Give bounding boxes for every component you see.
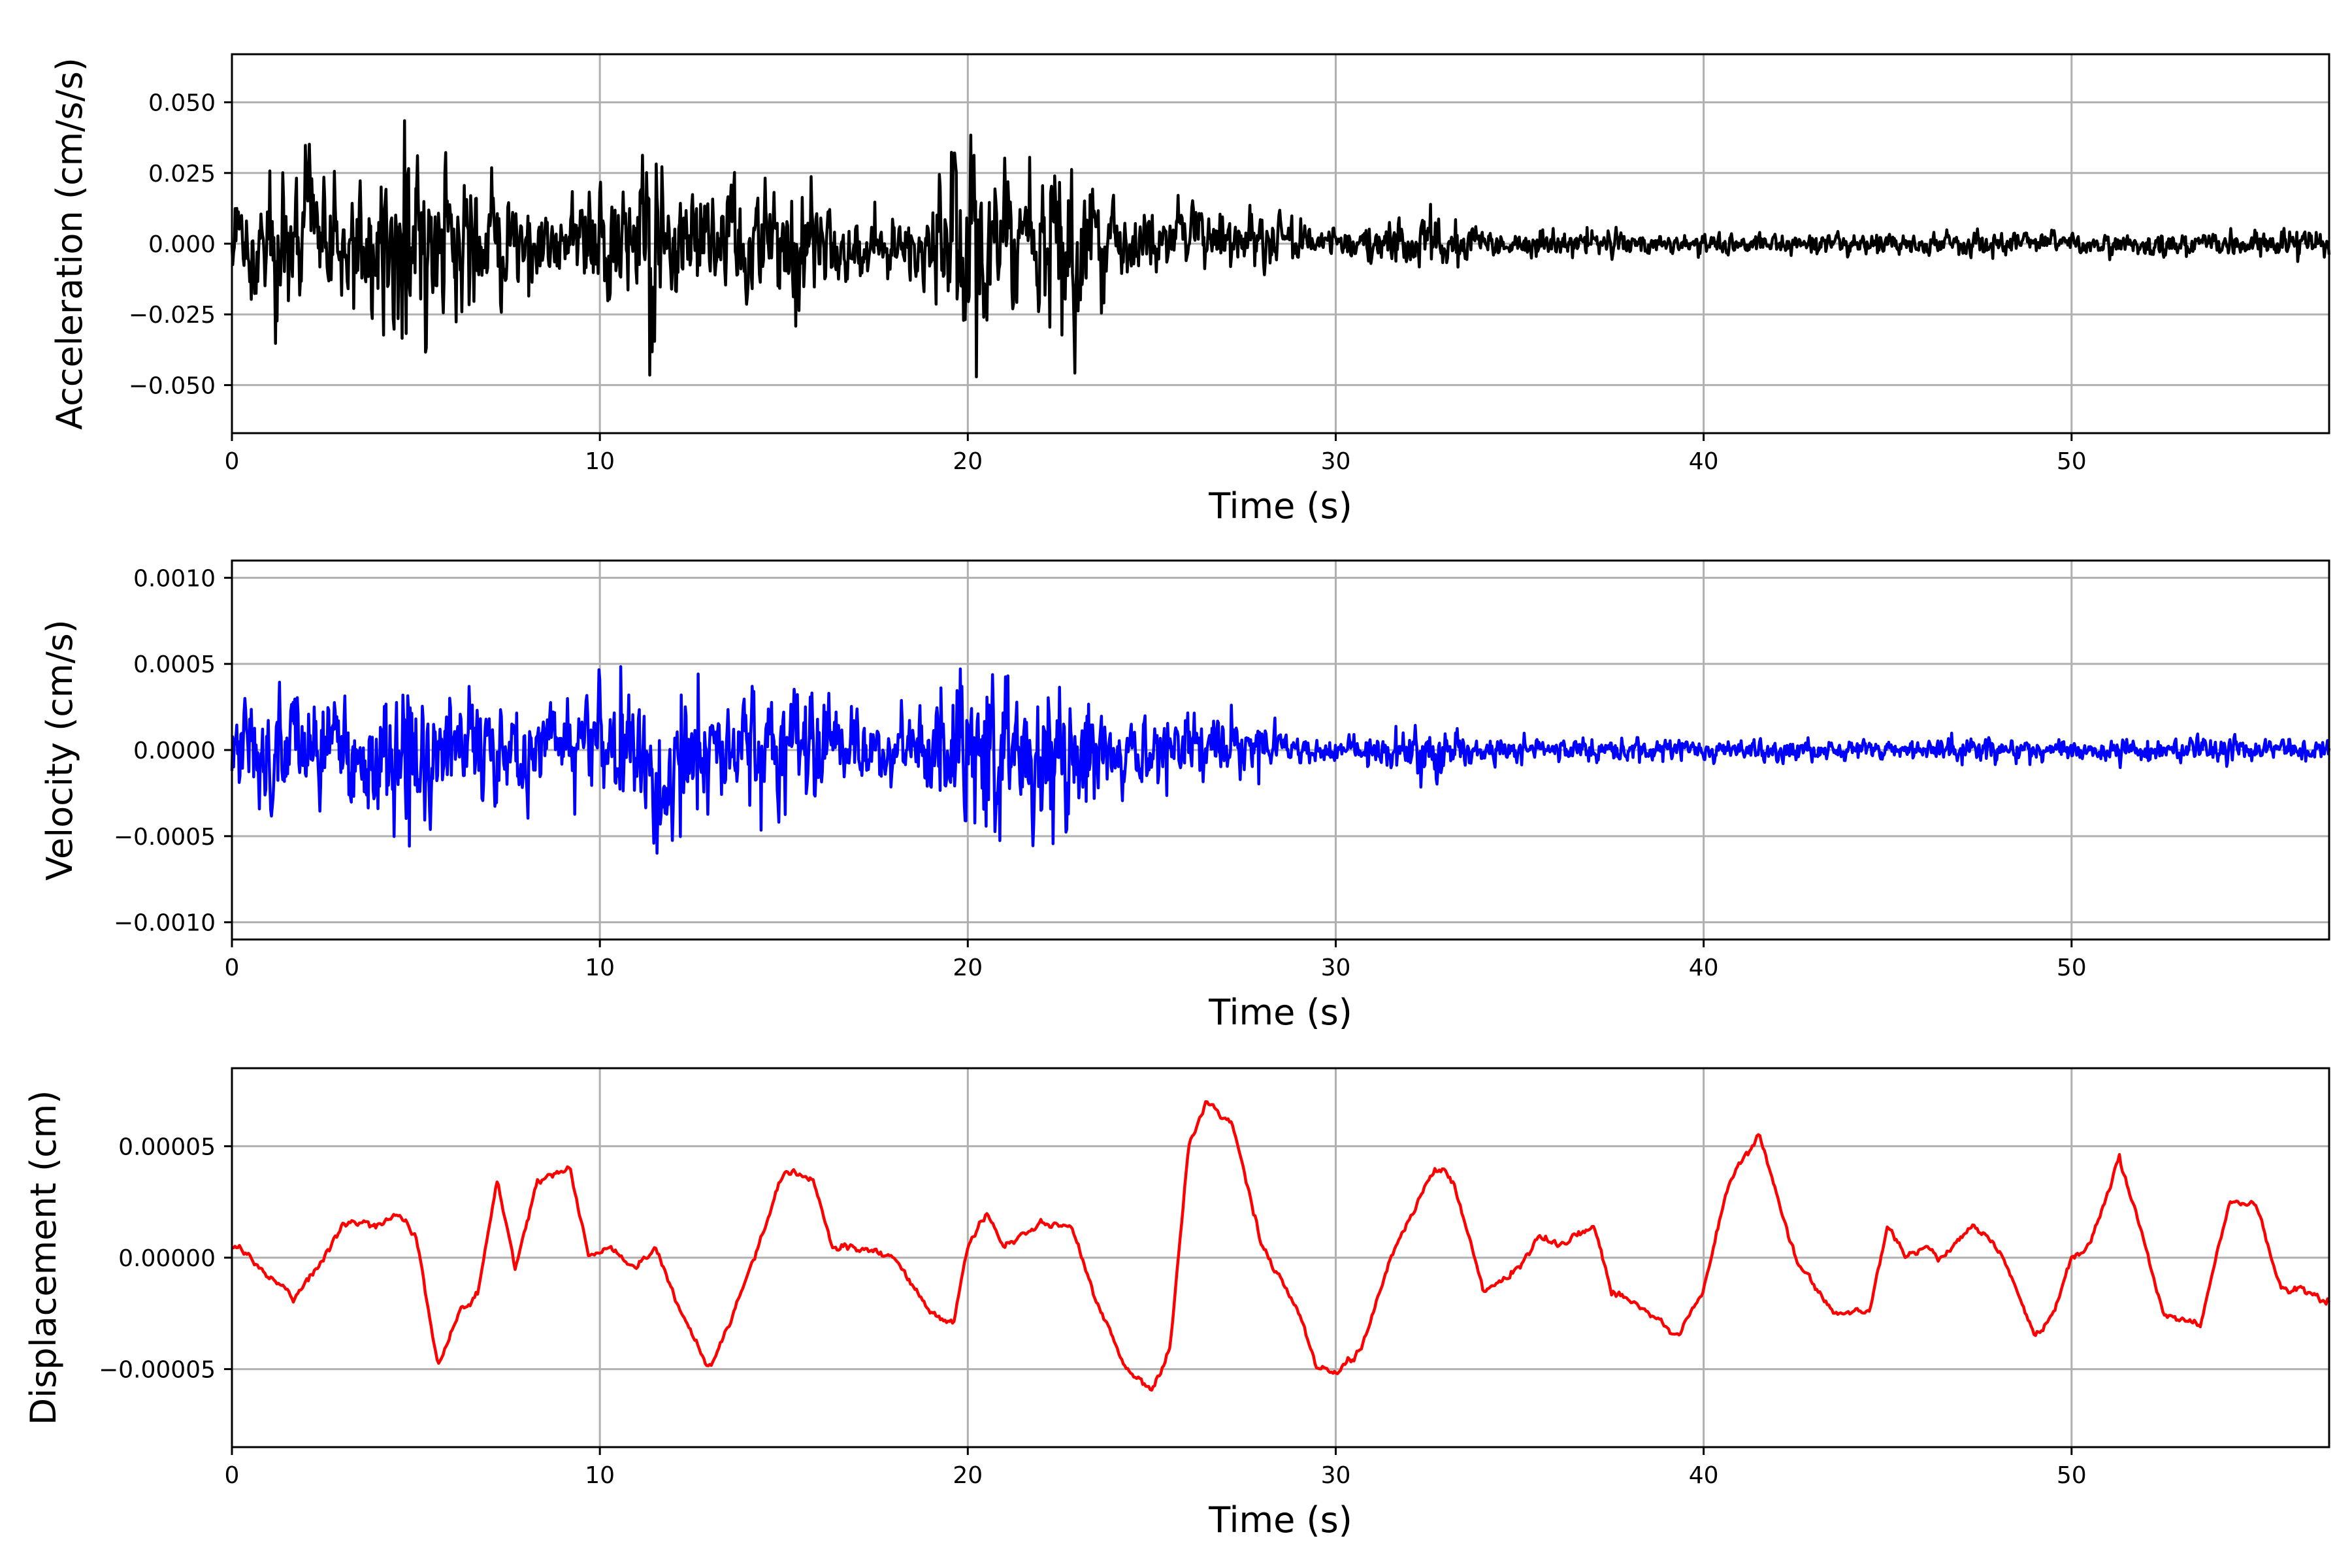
axis-ticks: 0 10 20 30 40 50 −0.0010 −0.0005 0.0000 0.0005 0.0… [114,565,2087,981]
x-axis-label: Time (s) [1208,1499,1352,1541]
panel-acceleration: 0 10 20 30 40 50 −0.050 −0.025 0.000 0.025 0.050 T… [49,53,2331,527]
panel-velocity: 0 10 20 30 40 50 −0.0010 −0.0005 0.0000 0.0005 0.0… [39,559,2331,1033]
series-line [230,119,2331,379]
y-tick-label: 0.0000 [133,738,216,764]
y-tick-label: −0.025 [129,302,216,329]
x-tick-label: 40 [1689,1462,1719,1489]
y-tick-label: 0.00005 [118,1134,216,1160]
x-tick-label: 50 [2057,448,2087,475]
axis-ticks: 0 10 20 30 40 50 −0.00005 0.00000 0.00005 [99,1134,2087,1489]
x-tick-label: 10 [585,1462,615,1489]
y-tick-label: 0.025 [148,161,216,188]
x-tick-label: 50 [2057,1462,2087,1489]
x-tick-label: 0 [225,448,240,475]
velocity-trace [230,665,2331,855]
y-tick-label: −0.00005 [99,1357,216,1384]
x-tick-label: 50 [2057,955,2087,981]
x-tick-label: 40 [1689,448,1719,475]
y-tick-label: −0.050 [129,372,216,399]
series-line [230,665,2331,855]
acceleration-trace [230,119,2331,379]
x-tick-label: 40 [1689,955,1719,981]
x-tick-label: 20 [953,955,983,981]
series-line [231,1100,2331,1392]
x-tick-label: 30 [1321,955,1351,981]
y-tick-label: 0.050 [148,90,216,117]
grid-lines [231,54,2329,433]
panel-displacement: 0 10 20 30 40 50 −0.00005 0.00000 0.00005 Time (… [23,1067,2331,1541]
y-axis-label: Displacement (cm) [23,1090,64,1426]
y-tick-label: 0.00000 [118,1245,216,1272]
x-tick-label: 10 [585,448,615,475]
y-tick-label: −0.0005 [114,824,216,851]
axis-ticks: 0 10 20 30 40 50 −0.050 −0.025 0.000 0.025 0.050 [129,90,2087,475]
y-axis-label: Velocity (cm/s) [39,619,80,881]
y-tick-label: −0.0010 [114,910,216,937]
x-axis-label: Time (s) [1208,485,1352,527]
x-tick-label: 20 [953,448,983,475]
y-tick-label: 0.0005 [133,651,216,678]
x-tick-label: 10 [585,955,615,981]
x-tick-label: 30 [1321,448,1351,475]
y-axis-label: Acceleration (cm/s/s) [49,57,90,430]
displacement-trace [231,1100,2331,1392]
x-tick-label: 0 [225,955,240,981]
y-tick-label: 0.000 [148,231,216,258]
x-axis-label: Time (s) [1208,992,1352,1033]
x-tick-label: 20 [953,1462,983,1489]
x-tick-label: 30 [1321,1462,1351,1489]
y-tick-label: 0.0010 [133,565,216,592]
x-tick-label: 0 [225,1462,240,1489]
